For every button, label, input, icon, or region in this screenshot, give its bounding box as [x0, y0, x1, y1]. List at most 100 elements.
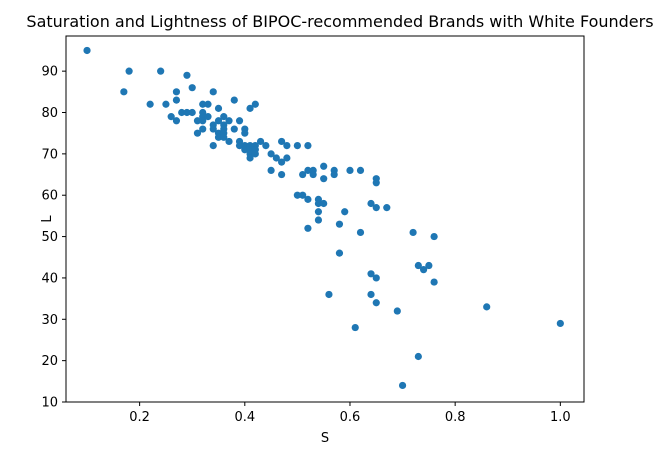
data-point — [172, 96, 181, 104]
data-point — [199, 125, 207, 133]
data-point — [409, 228, 417, 237]
y-tick-label: 50 — [41, 230, 58, 245]
data-point — [214, 133, 223, 141]
x-axis-ticks: 0.2 0.4 0.6 0.8 1.0 — [129, 402, 571, 425]
y-tick-label: 40 — [41, 271, 58, 286]
data-point — [283, 141, 291, 150]
data-point — [351, 323, 359, 332]
data-point — [157, 67, 165, 75]
data-point — [393, 307, 401, 315]
data-point — [220, 113, 228, 121]
data-point — [346, 166, 354, 175]
data-point — [414, 352, 422, 361]
data-point — [235, 117, 244, 125]
data-point — [325, 290, 333, 299]
data-point — [430, 278, 438, 286]
data-point — [299, 170, 307, 179]
data-point — [372, 299, 380, 307]
data-point — [204, 113, 212, 121]
y-tick-label: 60 — [41, 189, 58, 204]
data-point — [372, 204, 380, 212]
data-point — [309, 170, 317, 179]
data-point — [199, 117, 207, 125]
x-axis-label: S — [321, 431, 329, 446]
data-point — [183, 108, 191, 117]
x-tick-label: 0.8 — [445, 410, 466, 425]
data-point — [246, 154, 254, 162]
data-point — [367, 270, 375, 278]
data-point — [299, 191, 307, 199]
data-point — [225, 137, 233, 146]
data-point — [293, 141, 301, 150]
data-point — [178, 108, 186, 117]
data-point — [172, 117, 181, 125]
data-point — [188, 108, 196, 117]
data-point — [209, 88, 217, 96]
data-point — [246, 104, 254, 112]
data-point — [162, 100, 170, 108]
data-point — [314, 199, 323, 208]
data-point — [209, 141, 217, 150]
x-tick-label: 0.6 — [340, 410, 361, 425]
data-point — [193, 129, 202, 137]
data-point — [230, 96, 238, 104]
data-point — [230, 125, 238, 133]
data-point — [372, 274, 380, 282]
plot-area-frame — [65, 35, 585, 403]
data-point — [356, 228, 365, 237]
data-point — [330, 170, 338, 179]
data-point — [225, 117, 233, 125]
data-point — [356, 166, 365, 175]
y-tick-label: 20 — [41, 354, 58, 369]
data-point — [314, 216, 323, 224]
data-point — [251, 100, 259, 108]
data-point — [341, 208, 349, 216]
data-point — [214, 104, 223, 112]
data-point — [304, 224, 312, 232]
y-axis-label: L — [40, 215, 55, 223]
data-point — [335, 249, 344, 257]
y-tick-label: 90 — [41, 65, 58, 80]
data-point — [267, 166, 275, 175]
data-point — [193, 117, 202, 125]
y-tick-label: 70 — [41, 147, 58, 162]
data-point — [278, 170, 286, 179]
data-point — [172, 88, 181, 96]
data-point — [320, 175, 328, 183]
data-point — [304, 141, 312, 150]
data-point — [398, 381, 407, 390]
data-point — [262, 141, 270, 150]
data-point — [272, 154, 280, 162]
data-point — [125, 67, 133, 75]
data-point — [188, 84, 196, 92]
x-tick-label: 1.0 — [550, 410, 571, 425]
y-axis-ticks: 10 20 30 40 50 60 70 80 90 — [41, 65, 66, 411]
data-point — [483, 303, 491, 311]
data-point — [304, 195, 312, 203]
data-point — [183, 71, 191, 79]
data-point — [120, 88, 128, 96]
data-point — [425, 261, 433, 270]
points-layer — [83, 46, 564, 390]
data-point — [278, 137, 286, 146]
y-tick-label: 80 — [41, 106, 58, 121]
data-point — [293, 191, 301, 199]
data-point — [199, 100, 207, 108]
data-point — [314, 208, 323, 216]
data-point — [241, 146, 249, 154]
x-tick-label: 0.4 — [234, 410, 255, 425]
data-point — [420, 266, 428, 274]
data-point — [241, 129, 249, 137]
data-point — [256, 137, 265, 146]
data-point — [83, 46, 91, 55]
data-point — [204, 100, 212, 108]
data-point — [235, 141, 244, 150]
data-point — [283, 154, 291, 162]
data-point — [304, 166, 312, 175]
data-point — [167, 113, 175, 121]
data-point — [220, 133, 228, 141]
data-point — [414, 261, 422, 270]
data-point — [367, 290, 375, 299]
data-point — [267, 150, 275, 158]
